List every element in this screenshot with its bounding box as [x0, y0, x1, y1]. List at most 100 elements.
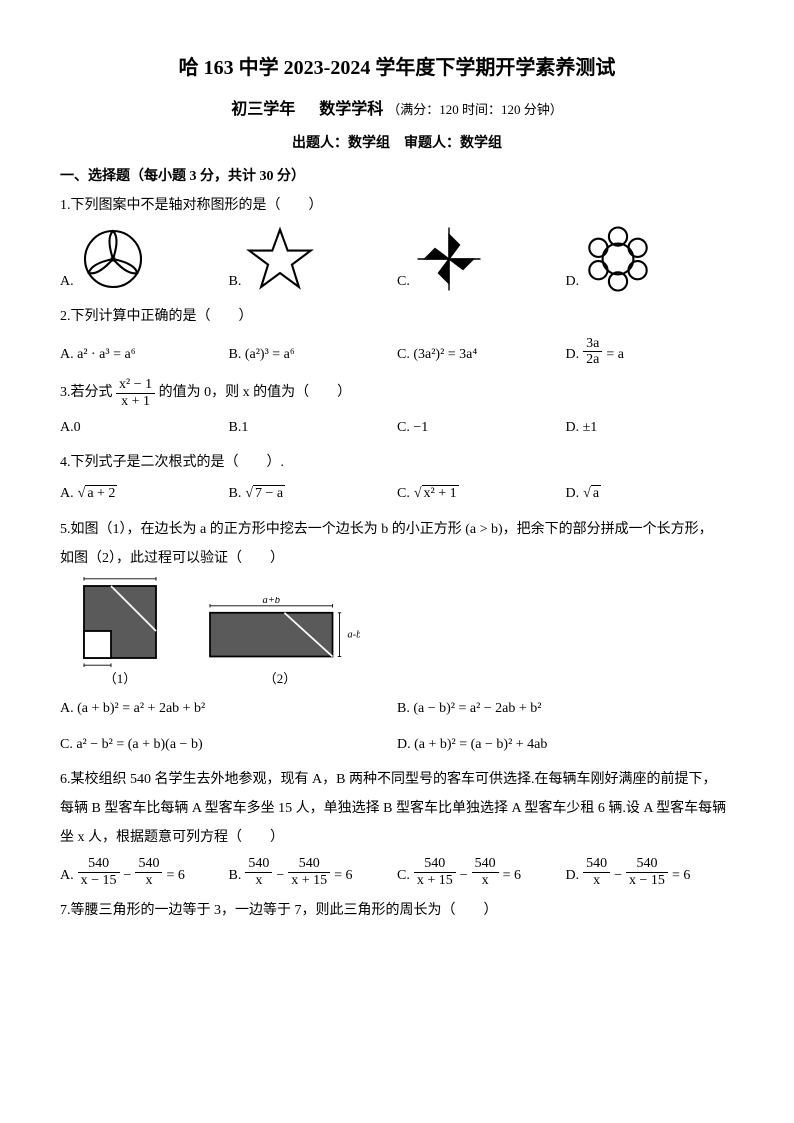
- fraction: 540x − 15: [626, 856, 668, 888]
- subject-label: 数学学科: [319, 101, 383, 118]
- q1-opt-c: C.: [397, 224, 566, 294]
- q6-opt-a: A. 540x − 15 − 540x = 6: [60, 856, 229, 888]
- fraction: 540x: [245, 856, 272, 888]
- q5-opt-c: C. a² − b² = (a + b)(a − b): [60, 732, 397, 757]
- opt-text: C. a² − b² = (a + b)(a − b): [60, 732, 203, 757]
- opt-suffix: = 6: [503, 863, 521, 888]
- q1-options: A. B. C. D.: [60, 224, 734, 294]
- denominator: x + 15: [288, 873, 330, 888]
- numerator: 540: [288, 856, 330, 872]
- opt-suffix: = 6: [334, 863, 352, 888]
- denominator: x − 15: [626, 873, 668, 888]
- opt-label: B.: [229, 269, 242, 294]
- numerator: 540: [78, 856, 120, 872]
- svg-text:a+b: a+b: [262, 597, 280, 606]
- q6-opt-c: C. 540x + 15 − 540x = 6: [397, 856, 566, 888]
- q2-options: A. a² · a³ = a⁶ B. (a²)³ = a⁶ C. (3a²)² …: [60, 336, 734, 368]
- opt-prefix: A.: [60, 863, 74, 888]
- q-text: 3.若分式: [60, 385, 116, 400]
- svg-text:a-b: a-b: [347, 629, 360, 640]
- fraction: 540x + 15: [288, 856, 330, 888]
- opt-label: D.: [566, 269, 580, 294]
- q4-opt-a: A. a + 2: [60, 481, 229, 506]
- fraction: 540x: [135, 856, 162, 888]
- denominator: x + 15: [414, 873, 456, 888]
- q1-opt-a: A.: [60, 224, 229, 294]
- opt-prefix: D.: [566, 863, 580, 888]
- pinwheel-icon: [414, 224, 484, 294]
- figure-label: （2）: [200, 667, 360, 690]
- sqrt: a + 2: [78, 481, 118, 506]
- opt-text: D. ±1: [566, 415, 598, 440]
- q-text: 的值为 0，则 x 的值为（ ）: [159, 385, 352, 400]
- q3-opt-d: D. ±1: [566, 415, 735, 440]
- figure-label: （1）: [70, 667, 170, 690]
- numerator: 540: [472, 856, 499, 872]
- numerator: 540: [135, 856, 162, 872]
- numerator: 540: [414, 856, 456, 872]
- svg-text:b: b: [95, 665, 101, 667]
- minus: −: [460, 863, 468, 888]
- fraction: 540x: [583, 856, 610, 888]
- q2-opt-b: B. (a²)³ = a⁶: [229, 342, 398, 367]
- numerator: 540: [583, 856, 610, 872]
- section-heading: 一、选择题（每小题 3 分，共计 30 分）: [60, 164, 734, 189]
- question-4: 4.下列式子是二次根式的是（ ）.: [60, 450, 734, 475]
- opt-label: A.: [60, 269, 74, 294]
- numerator: 3a: [583, 336, 602, 352]
- sqrt: 7 − a: [245, 481, 285, 506]
- denominator: x: [245, 873, 272, 888]
- q4-opt-d: D. a: [566, 481, 735, 506]
- grade-label: 初三学年: [231, 101, 295, 118]
- q2-opt-a: A. a² · a³ = a⁶: [60, 342, 229, 367]
- denominator: x: [472, 873, 499, 888]
- opt-text: A. a² · a³ = a⁶: [60, 342, 136, 367]
- opt-text: B. (a²)³ = a⁶: [229, 342, 295, 367]
- opt-text: B.1: [229, 415, 249, 440]
- fraction: 540x − 15: [78, 856, 120, 888]
- question-6-line2: 每辆 B 型客车比每辆 A 型客车多坐 15 人，单独选择 B 型客车比单独选择…: [60, 796, 734, 821]
- q5-opt-d: D. (a + b)² = (a − b)² + 4ab: [397, 732, 734, 757]
- denominator: x + 1: [116, 394, 155, 409]
- q3-options: A.0 B.1 C. −1 D. ±1: [60, 415, 734, 440]
- numerator: x² − 1: [116, 377, 155, 393]
- question-5-line1: 5.如图（1），在边长为 a 的正方形中挖去一个边长为 b 的小正方形 (a >…: [60, 517, 734, 542]
- q3-opt-c: C. −1: [397, 415, 566, 440]
- radicand: a + 2: [85, 485, 117, 501]
- opt-text: A.0: [60, 415, 81, 440]
- q5-options-row2: C. a² − b² = (a + b)(a − b) D. (a + b)² …: [60, 732, 734, 757]
- page-title: 哈 163 中学 2023-2024 学年度下学期开学素养测试: [60, 50, 734, 86]
- opt-text: C. −1: [397, 415, 428, 440]
- square-cut-icon: a b: [70, 577, 170, 667]
- q3-opt-b: B.1: [229, 415, 398, 440]
- author-line: 出题人：数学组 审题人：数学组: [60, 131, 734, 156]
- q4-opt-b: B. 7 − a: [229, 481, 398, 506]
- numerator: 540: [245, 856, 272, 872]
- circle-trefoil-icon: [78, 224, 148, 294]
- opt-label: C.: [397, 269, 410, 294]
- radicand: x² + 1: [422, 485, 459, 501]
- opt-prefix: D.: [566, 342, 580, 367]
- opt-prefix: C.: [397, 481, 410, 506]
- figure-2: a+b a-b （2）: [200, 597, 360, 690]
- q5-figures: a b （1） a+b a-b （2）: [70, 577, 734, 690]
- fraction: 540x + 15: [414, 856, 456, 888]
- question-1: 1.下列图案中不是轴对称图形的是（ ）: [60, 193, 734, 218]
- opt-prefix: B.: [229, 481, 242, 506]
- radicand: 7 − a: [253, 485, 285, 501]
- opt-prefix: A.: [60, 481, 74, 506]
- q4-opt-c: C. x² + 1: [397, 481, 566, 506]
- denominator: x: [583, 873, 610, 888]
- opt-text: D. (a + b)² = (a − b)² + 4ab: [397, 732, 547, 757]
- question-5-line2: 如图（2），此过程可以验证（ ）: [60, 546, 734, 571]
- fraction: 540x: [472, 856, 499, 888]
- q5-opt-a: A. (a + b)² = a² + 2ab + b²: [60, 696, 397, 721]
- q6-opt-d: D. 540x − 540x − 15 = 6: [566, 856, 735, 888]
- sqrt: a: [583, 481, 601, 506]
- denominator: 2a: [583, 352, 602, 367]
- q1-opt-b: B.: [229, 224, 398, 294]
- q6-options: A. 540x − 15 − 540x = 6 B. 540x − 540x +…: [60, 856, 734, 888]
- meta-label: （满分：120 时间：120 分钟）: [387, 102, 563, 117]
- minus: −: [614, 863, 622, 888]
- opt-suffix: = 6: [672, 863, 690, 888]
